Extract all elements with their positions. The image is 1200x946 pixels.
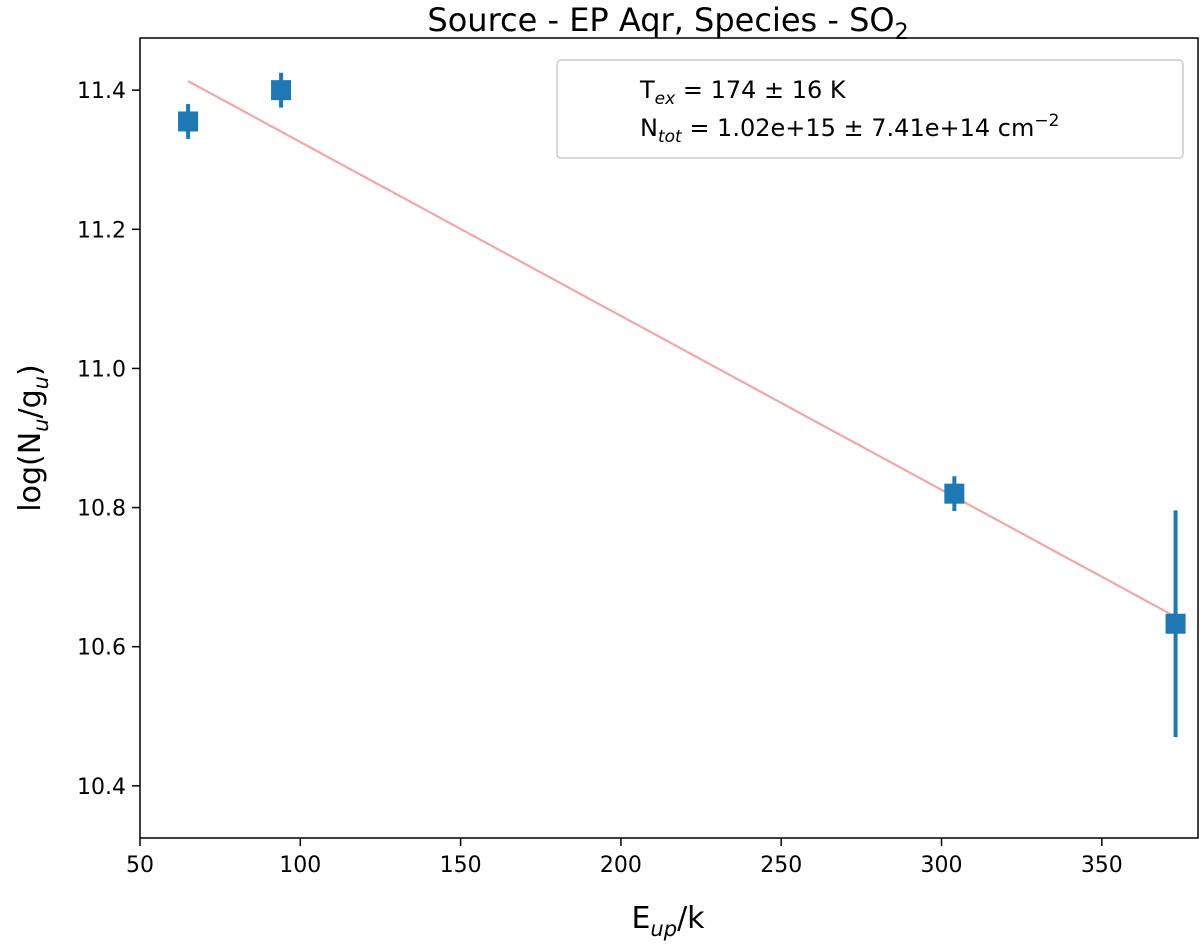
chart-title-main: Source - EP Aqr, Species - SO (427, 1, 894, 39)
data-points-layer (178, 72, 1186, 738)
y-tick-label-10.4: 10.4 (77, 775, 126, 800)
x-axis-title-subscript: up (650, 917, 677, 941)
x-axis-title-rest: /k (677, 901, 705, 936)
x-axis-title: Eup/k (631, 901, 705, 941)
x-tick-label-100: 100 (279, 853, 321, 878)
y-axis-title-mid: /g (13, 389, 48, 418)
y-axis-title-pre: log(N (13, 432, 48, 512)
legend-ntot-subscript: tot (658, 127, 683, 147)
y-axis-title-post: ) (13, 364, 48, 376)
legend-ntot-unit-exponent: −2 (1034, 111, 1059, 131)
y-tick-label-10.6: 10.6 (77, 636, 126, 661)
legend-tex-symbol: T (639, 76, 655, 104)
fit-line-layer (187, 80, 1177, 618)
y-tick-label-11.2: 11.2 (77, 218, 126, 243)
data-point-1 (178, 111, 199, 132)
fit-line (187, 80, 1177, 618)
chart-title: Source - EP Aqr, Species - SO2 (427, 1, 908, 45)
y-axis-title: log(Nu/gu) (13, 364, 53, 511)
legend: Tex = 174 ± 16 K Ntot = 1.02e+15 ± 7.41e… (556, 59, 1184, 159)
x-tick-label-300: 300 (921, 853, 963, 878)
y-tick-label-10.8: 10.8 (77, 497, 126, 522)
x-tick-label-250: 250 (760, 853, 802, 878)
y-tick-label-11.0: 11.0 (77, 357, 126, 382)
legend-tex-subscript: ex (655, 89, 676, 109)
chart-title-subscript: 2 (895, 20, 909, 45)
legend-line-total-column-density: Ntot = 1.02e+15 ± 7.41e+14 cm−2 (640, 111, 1059, 147)
legend-line-excitation-temperature: Tex = 174 ± 16 K (639, 76, 847, 109)
y-axis-title-subscript-2: u (29, 376, 53, 389)
plot-frame (139, 37, 1199, 839)
x-tick-label-150: 150 (440, 853, 482, 878)
legend-tex-value: = 174 ± 16 K (675, 76, 847, 104)
data-point-3 (944, 483, 965, 504)
y-axis-ticks: 10.4 10.6 10.8 11.0 11.2 11.4 (77, 79, 140, 800)
x-tick-label-350: 350 (1081, 853, 1123, 878)
legend-ntot-symbol: N (640, 114, 658, 142)
data-point-2 (271, 80, 292, 101)
x-tick-label-50: 50 (126, 853, 154, 878)
legend-ntot-value: = 1.02e+15 ± 7.41e+14 cm (682, 114, 1035, 142)
legend-box (556, 59, 1184, 159)
y-axis-title-subscript-1: u (29, 418, 53, 431)
x-tick-label-200: 200 (600, 853, 642, 878)
x-axis-title-main: E (631, 901, 650, 936)
data-point-4 (1165, 613, 1186, 634)
x-axis-ticks: 50 100 150 200 250 300 350 (126, 838, 1123, 878)
y-tick-label-11.4: 11.4 (77, 79, 126, 104)
